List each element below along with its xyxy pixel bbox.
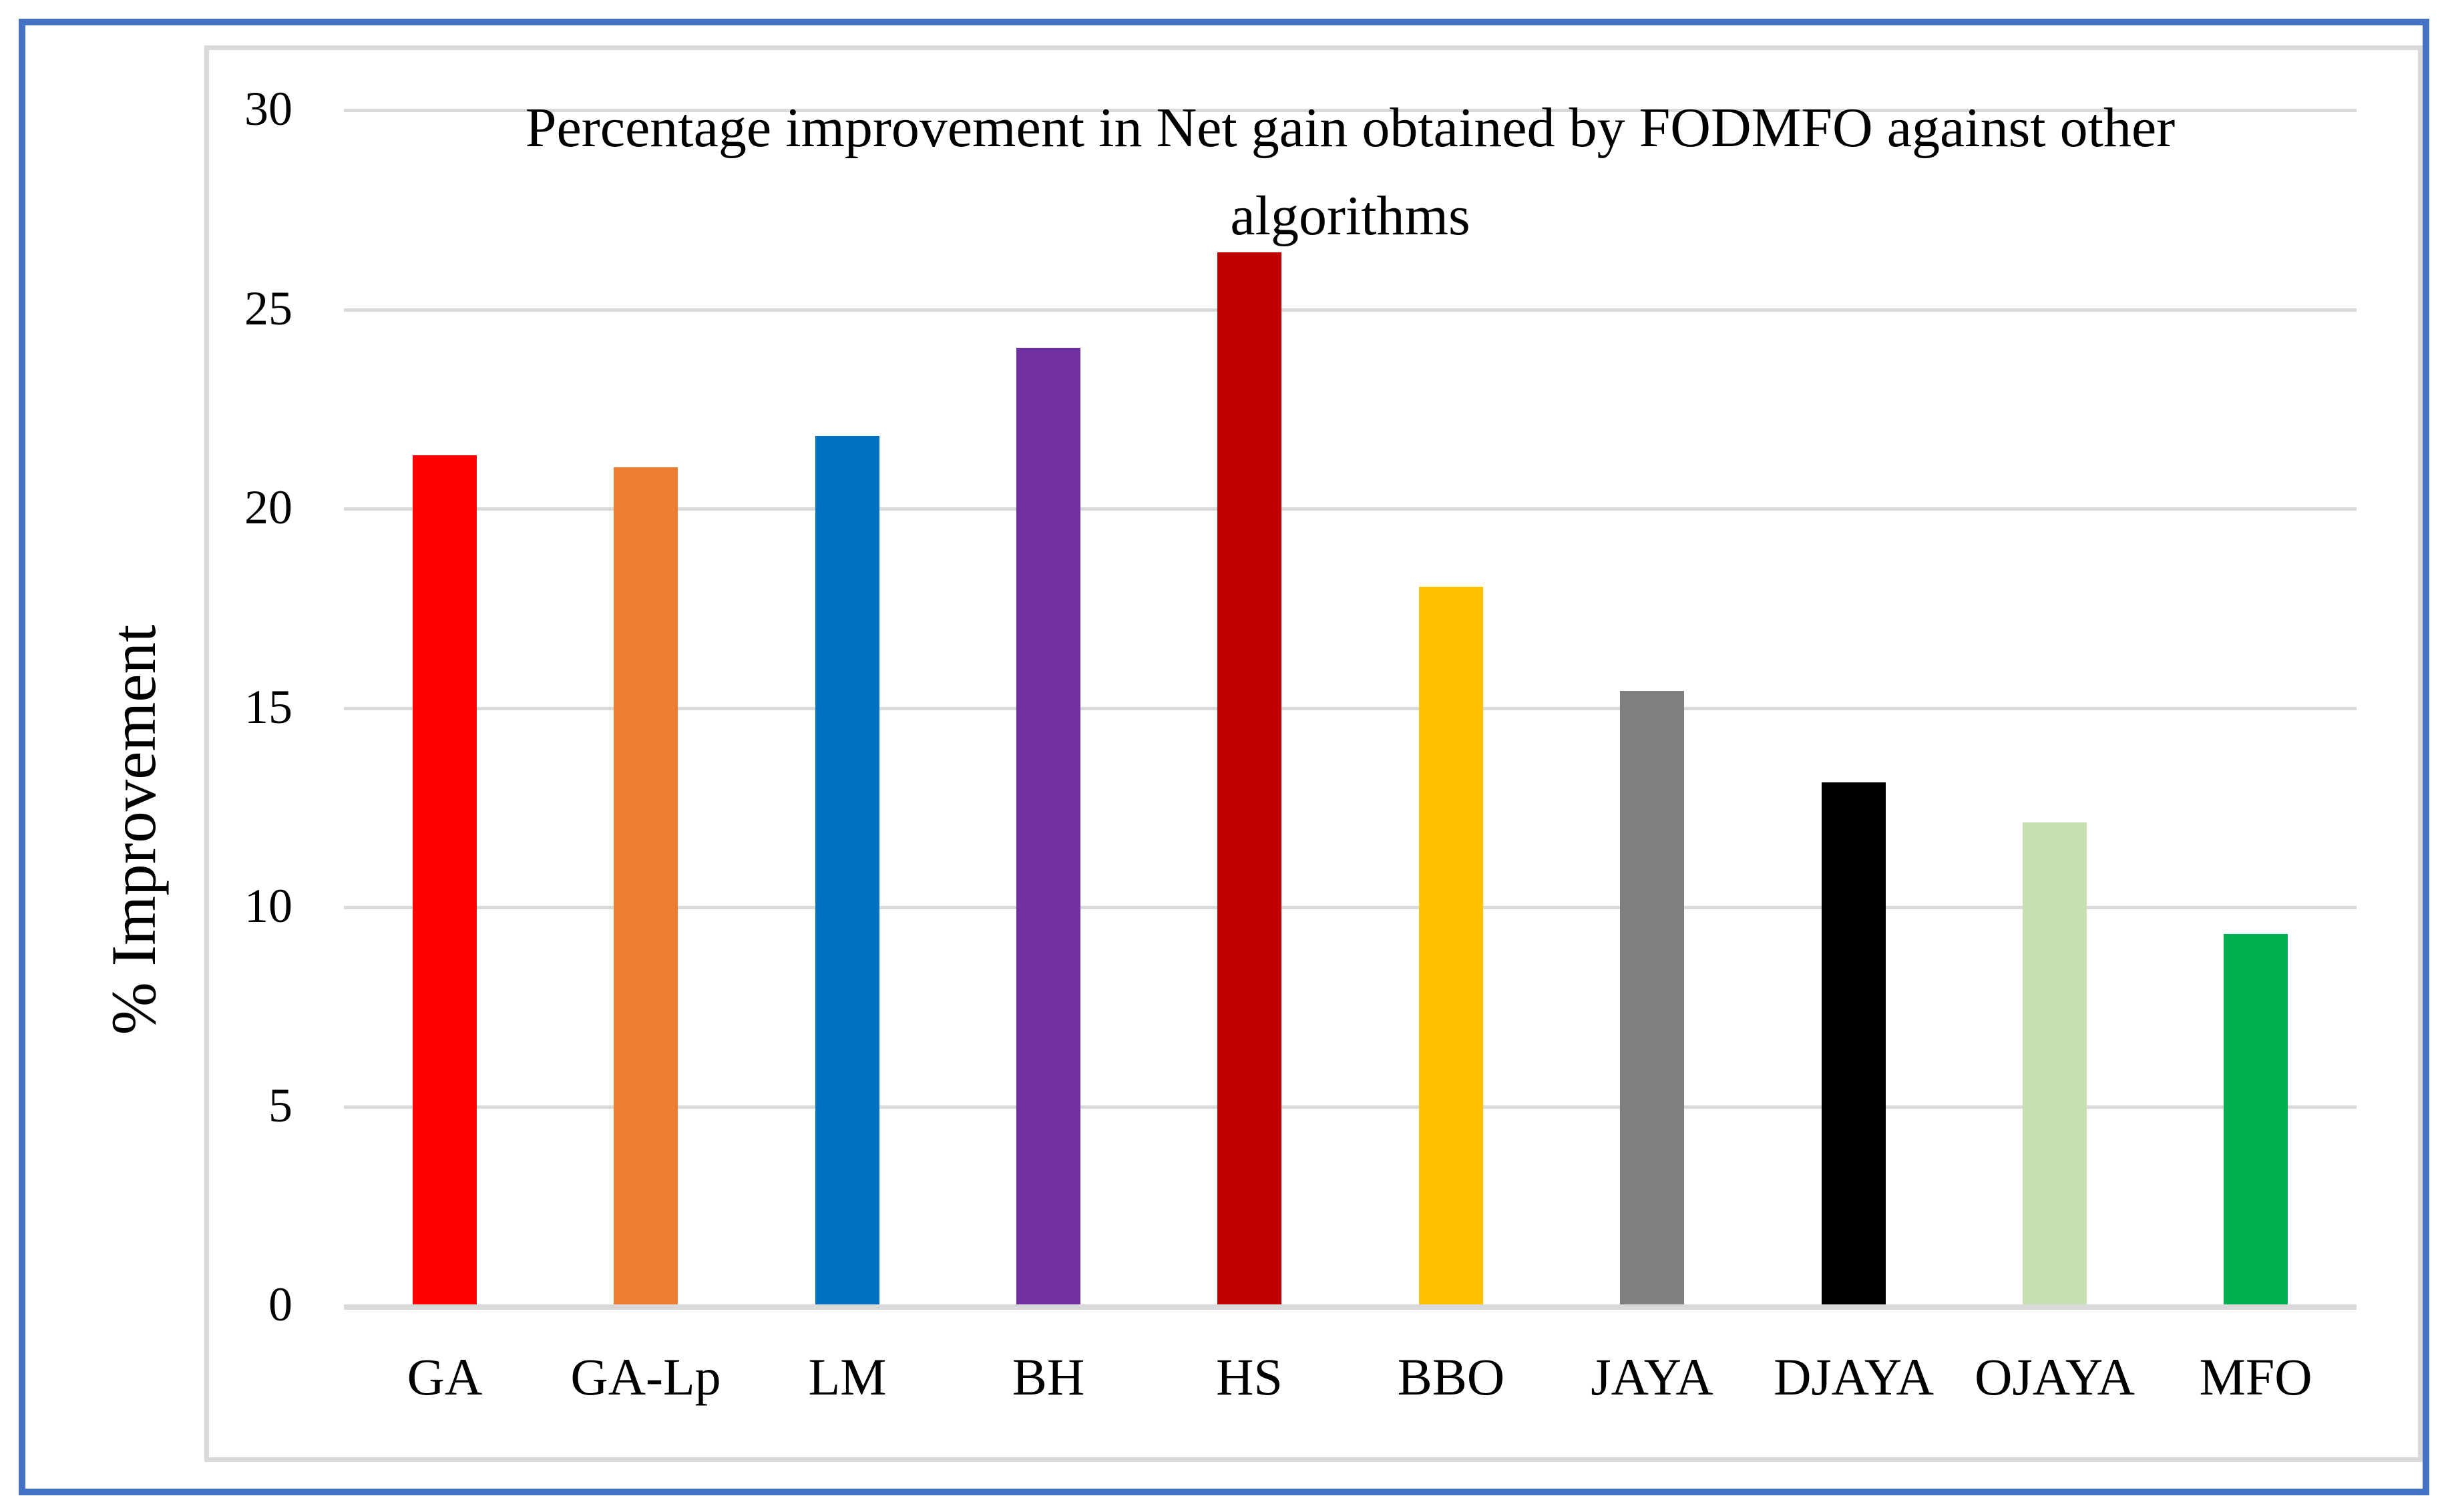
x-label-JAYA: JAYA [1591,1348,1713,1406]
plot-area [344,109,2357,1310]
gridline-15 [344,707,2357,710]
bar-GA [413,455,477,1304]
y-tick-label-15: 15 [244,680,292,734]
gridline-25 [344,308,2357,312]
x-label-MFO: MFO [2199,1348,2312,1406]
bar-BH [1016,348,1080,1304]
x-label-BBO: BBO [1397,1348,1505,1406]
x-label-HS: HS [1216,1348,1283,1406]
x-label-DJAYA: DJAYA [1774,1348,1934,1406]
y-axis-title: % Improvement [98,624,169,1035]
y-axis-tick-labels: 0 5 10 15 20 25 30 [106,85,292,1328]
x-label-GA: GA [407,1348,483,1406]
figure-frame: 0 5 10 15 20 25 30 GA GA-Lp LM BH HS BBO JAYA DJAYA OJ… [19,19,2429,1495]
bar-LM [815,436,879,1304]
bar-OJAYA [2023,822,2087,1304]
x-label-OJAYA: OJAYA [1975,1348,2135,1406]
bar-BBO [1419,587,1483,1304]
x-axis-line [344,1304,2357,1310]
gridline-20 [344,507,2357,511]
x-label-BH: BH [1012,1348,1085,1406]
gridline-10 [344,906,2357,909]
y-tick-label-0: 0 [268,1278,292,1331]
y-tick-label-5: 5 [268,1079,292,1132]
bar-GA-Lp [614,467,678,1304]
gridline-30 [344,109,2357,112]
chart-title: Percentage improvement in Net gain obtai… [344,84,2357,260]
bar-HS [1217,252,1281,1304]
x-label-LM: LM [808,1348,887,1406]
bar-DJAYA [1822,782,1886,1304]
chart-title-line-1: Percentage improvement in Net gain obtai… [525,97,2176,159]
x-label-GA-Lp: GA-Lp [570,1348,721,1406]
x-axis-category-labels: GA GA-Lp LM BH HS BBO JAYA DJAYA OJAYA MFO [344,1342,2357,1415]
gridline-5 [344,1105,2357,1109]
y-tick-label-25: 25 [244,282,292,335]
y-tick-label-20: 20 [244,481,292,534]
y-tick-label-30: 30 [244,82,292,136]
bar-JAYA [1620,691,1684,1304]
chart-title-line-2: algorithms [1230,185,1470,247]
bar-MFO [2224,934,2288,1304]
y-tick-label-10: 10 [244,879,292,933]
